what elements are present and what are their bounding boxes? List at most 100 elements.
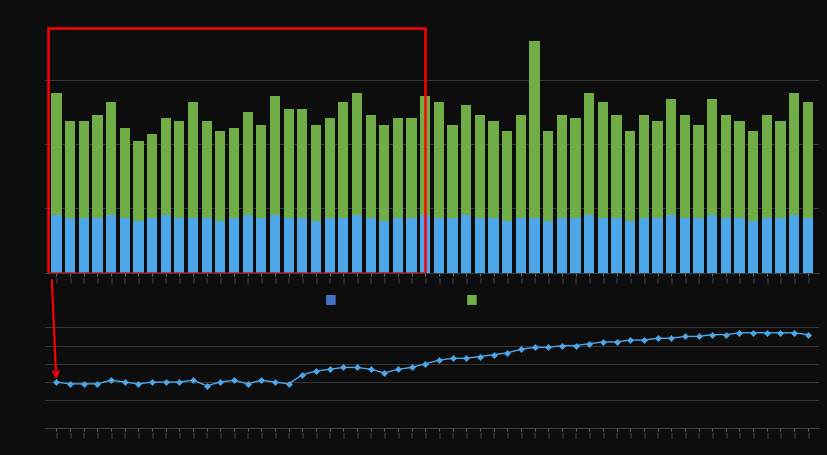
Bar (65, 122, 75, 218)
Bar (174, 218, 184, 273)
Bar (638, 116, 649, 218)
Bar (502, 222, 513, 273)
Bar (379, 222, 390, 273)
Bar (653, 122, 662, 218)
Bar (93, 218, 103, 273)
Bar (598, 103, 608, 218)
Bar (47, 29, 425, 273)
Bar (270, 215, 280, 273)
Bar (51, 93, 61, 215)
Bar (229, 129, 239, 218)
Bar (762, 116, 772, 218)
Bar (229, 218, 239, 273)
Bar (666, 100, 676, 215)
Bar (147, 135, 157, 218)
Bar (366, 218, 375, 273)
Bar (407, 218, 417, 273)
Bar (407, 119, 417, 218)
Bar (311, 126, 321, 222)
Bar (680, 116, 690, 218)
Bar (789, 215, 799, 273)
Bar (680, 218, 690, 273)
Bar (202, 218, 212, 273)
Bar (584, 93, 595, 215)
Bar (543, 132, 553, 222)
Bar (461, 106, 471, 215)
Bar (106, 103, 116, 215)
Bar (707, 215, 717, 273)
Bar (120, 129, 130, 218)
Bar (79, 122, 88, 218)
Bar (447, 218, 457, 273)
Bar (284, 218, 294, 273)
Bar (420, 96, 430, 215)
Bar (693, 218, 704, 273)
Bar (338, 218, 348, 273)
Bar (803, 218, 813, 273)
Bar (393, 218, 403, 273)
Bar (720, 116, 731, 218)
Bar (351, 215, 362, 273)
Bar (625, 132, 635, 222)
Bar (215, 222, 226, 273)
Bar (516, 116, 526, 218)
Bar (638, 218, 649, 273)
Bar (748, 132, 758, 222)
Bar (434, 218, 444, 273)
Bar (543, 222, 553, 273)
Bar (611, 116, 622, 218)
Bar (120, 218, 130, 273)
Bar (133, 222, 144, 273)
Bar (188, 103, 198, 218)
Bar (776, 218, 786, 273)
Bar (51, 215, 61, 273)
Bar (256, 218, 266, 273)
Bar (351, 93, 362, 215)
Bar (256, 126, 266, 218)
Bar (720, 218, 731, 273)
Bar (475, 218, 485, 273)
Bar (65, 218, 75, 273)
Bar (160, 119, 171, 215)
Bar (284, 109, 294, 218)
Bar (420, 215, 430, 273)
Bar (516, 218, 526, 273)
Bar (215, 132, 226, 222)
Bar (776, 122, 786, 218)
Bar (666, 215, 676, 273)
Bar (803, 103, 813, 218)
Text: ■: ■ (325, 292, 337, 304)
Bar (571, 119, 581, 218)
Bar (188, 218, 198, 273)
Bar (734, 122, 744, 218)
Bar (653, 218, 662, 273)
Bar (174, 122, 184, 218)
Bar (748, 222, 758, 273)
Bar (489, 218, 499, 273)
Bar (707, 100, 717, 215)
Bar (379, 126, 390, 222)
Bar (393, 119, 403, 218)
Bar (366, 116, 375, 218)
Bar (529, 42, 540, 218)
Bar (489, 122, 499, 218)
Bar (297, 109, 308, 218)
Bar (693, 126, 704, 218)
Bar (202, 122, 212, 218)
Bar (598, 218, 608, 273)
Bar (557, 116, 567, 218)
Bar (106, 215, 116, 273)
Bar (762, 218, 772, 273)
Bar (734, 218, 744, 273)
Bar (311, 222, 321, 273)
Bar (611, 218, 622, 273)
Bar (447, 126, 457, 218)
Bar (461, 215, 471, 273)
Bar (475, 116, 485, 218)
Bar (434, 103, 444, 218)
Bar (160, 215, 171, 273)
Bar (502, 132, 513, 222)
Bar (324, 119, 335, 218)
Bar (338, 103, 348, 218)
Bar (571, 218, 581, 273)
